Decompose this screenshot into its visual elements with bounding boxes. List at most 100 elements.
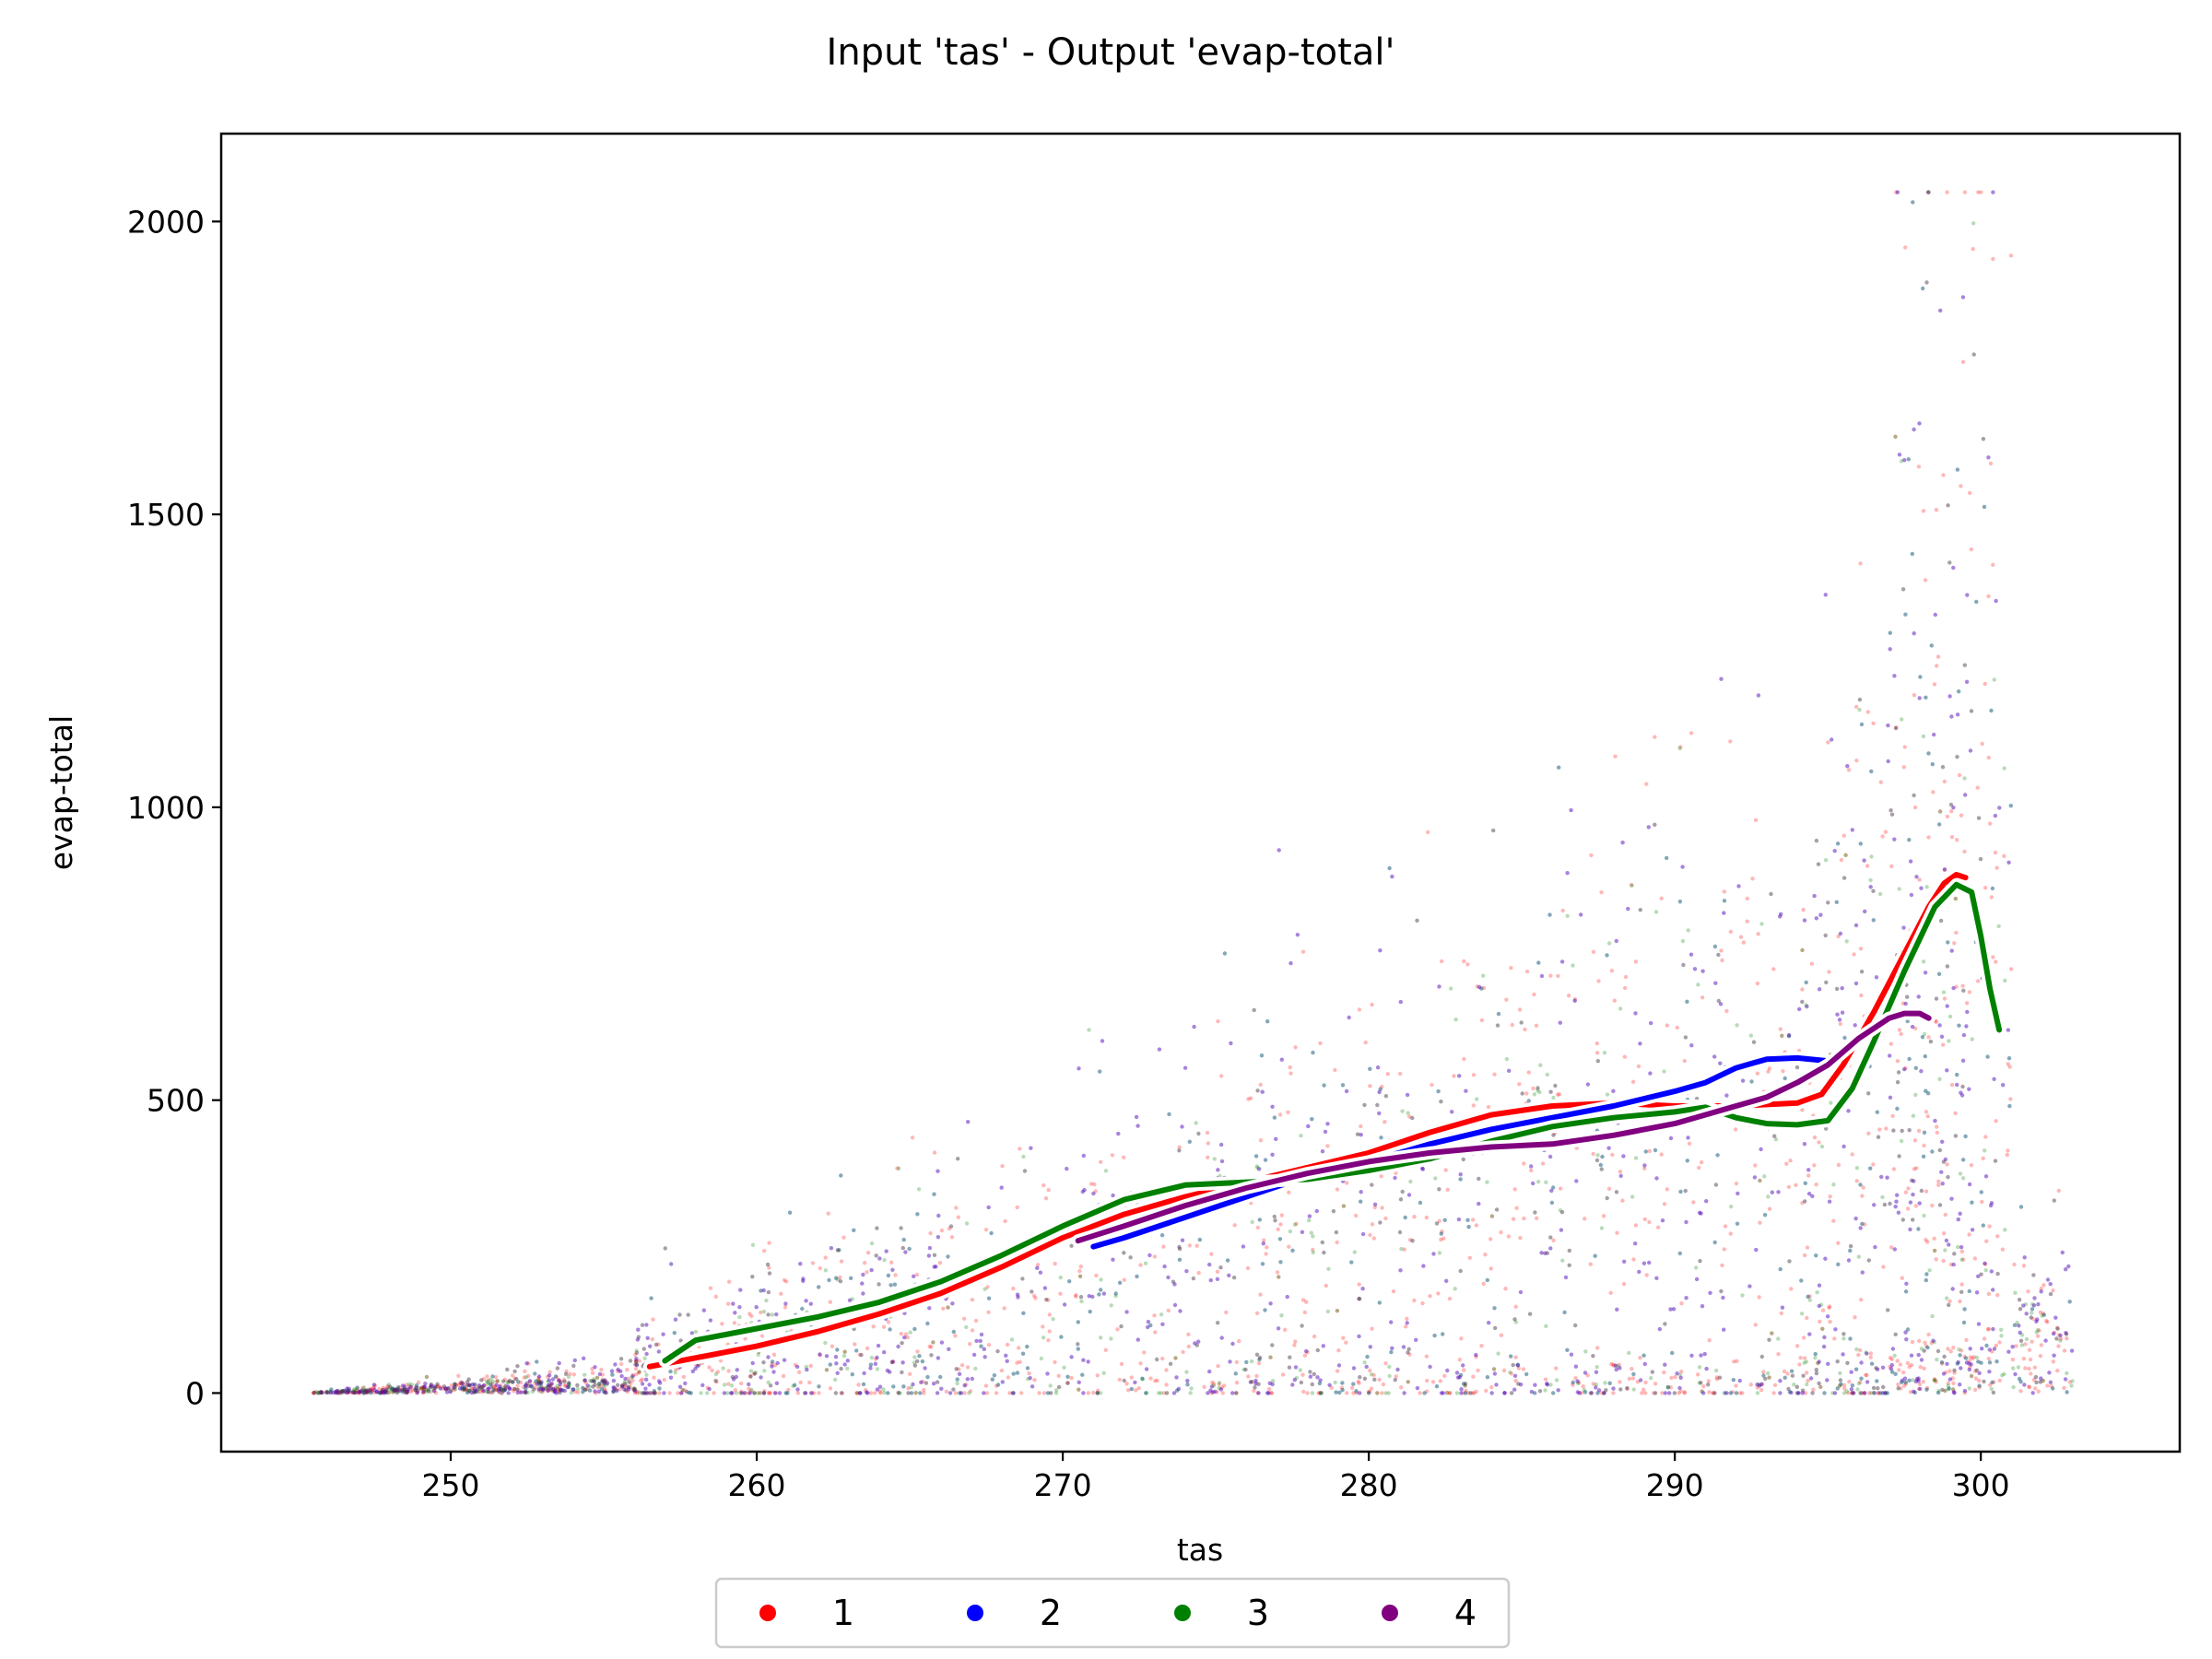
scatter-point	[1053, 1261, 1057, 1266]
scatter-point	[2027, 1384, 2031, 1390]
scatter-point	[1908, 1227, 1912, 1232]
scatter-point	[1971, 247, 1975, 252]
scatter-point	[779, 1291, 783, 1296]
scatter-point	[406, 1390, 410, 1394]
scatter-point	[2001, 1083, 2006, 1088]
scatter-point	[1882, 1202, 1888, 1207]
scatter-point	[563, 1383, 569, 1388]
scatter-point	[1457, 1375, 1463, 1380]
scatter-point	[1372, 1202, 1378, 1207]
scatter-point	[1859, 970, 1865, 974]
scatter-point	[1161, 1244, 1166, 1249]
scatter-point	[2039, 1376, 2043, 1381]
scatter-point	[1933, 1377, 1937, 1382]
scatter-point	[1893, 725, 1899, 731]
scatter-point	[1559, 1228, 1564, 1232]
scatter-point	[1914, 1377, 1920, 1382]
scatter-point	[1035, 1265, 1040, 1271]
scatter-point	[597, 1371, 603, 1377]
scatter-point	[1892, 1353, 1897, 1359]
scatter-point	[1450, 1110, 1454, 1114]
scatter-point	[1835, 1012, 1840, 1017]
scatter-point	[481, 1376, 486, 1382]
scatter-point	[938, 1374, 943, 1380]
scatter-point	[1273, 1218, 1277, 1223]
scatter-point	[1377, 1111, 1382, 1116]
scatter-point	[1848, 1248, 1853, 1253]
scatter-point	[1883, 1391, 1888, 1395]
scatter-point	[1783, 1076, 1787, 1081]
scatter-point	[1984, 1343, 1989, 1348]
scatter-point	[1167, 1112, 1171, 1117]
scatter-point	[1756, 693, 1761, 698]
scatter-point	[1472, 1391, 1477, 1395]
scatter-point	[1833, 1327, 1838, 1332]
scatter-point	[2060, 1250, 2065, 1255]
scatter-point	[1483, 1253, 1488, 1257]
scatter-point	[487, 1386, 491, 1391]
scatter-point	[1863, 1391, 1867, 1395]
scatter-point	[1945, 814, 1950, 819]
scatter-point	[2053, 1315, 2058, 1320]
scatter-point	[1953, 1111, 1958, 1116]
scatter-point	[864, 1388, 868, 1393]
scatter-point	[859, 1352, 864, 1358]
scatter-point	[1400, 1109, 1405, 1113]
scatter-point	[886, 1273, 891, 1278]
scatter-point	[1839, 857, 1844, 863]
scatter-point	[1663, 1322, 1667, 1326]
scatter-point	[1961, 1032, 1967, 1038]
scatter-point	[422, 1384, 428, 1390]
scatter-point	[453, 1382, 457, 1387]
scatter-point	[536, 1377, 541, 1382]
scatter-point	[868, 1391, 874, 1395]
scatter-point	[750, 1360, 755, 1366]
scatter-point	[1554, 1366, 1559, 1371]
scatter-point	[1140, 1376, 1145, 1382]
scatter-point	[986, 1310, 991, 1315]
scatter-point	[1609, 1361, 1614, 1367]
scatter-point	[502, 1387, 508, 1393]
scatter-point	[1234, 1381, 1240, 1385]
scatter-point	[2030, 1307, 2035, 1312]
scatter-point	[1091, 1191, 1096, 1196]
scatter-point	[366, 1387, 371, 1393]
scatter-point	[1623, 974, 1629, 980]
scatter-point	[1559, 1228, 1564, 1232]
scatter-point	[1390, 874, 1394, 879]
scatter-point	[1942, 779, 1947, 784]
scatter-point	[1749, 1079, 1754, 1084]
scatter-point	[1471, 1103, 1477, 1108]
scatter-point	[1196, 1339, 1201, 1344]
scatter-point	[1172, 1282, 1177, 1287]
scatter-point	[986, 1205, 991, 1210]
scatter-point	[1252, 1388, 1256, 1394]
scatter-point	[737, 1305, 742, 1310]
scatter-point	[523, 1391, 527, 1395]
scatter-point	[1091, 1390, 1096, 1395]
scatter-point	[1369, 1386, 1374, 1391]
scatter-point	[749, 1313, 754, 1319]
scatter-point	[1959, 1366, 1963, 1371]
scatter-point	[1377, 1111, 1382, 1116]
scatter-point	[1883, 1391, 1888, 1395]
scatter-point	[1889, 1362, 1894, 1368]
scatter-point	[1930, 1149, 1935, 1154]
scatter-point	[1731, 1378, 1736, 1382]
scatter-point	[761, 1309, 767, 1314]
scatter-point	[722, 1391, 727, 1395]
scatter-point	[884, 1249, 888, 1253]
scatter-point	[1539, 1251, 1544, 1255]
scatter-point	[1755, 1391, 1760, 1395]
scatter-point	[594, 1391, 598, 1395]
scatter-point	[1669, 1375, 1674, 1381]
scatter-point	[705, 1391, 710, 1395]
scatter-point	[1962, 1388, 1968, 1394]
scatter-point	[1837, 1018, 1842, 1022]
scatter-point	[548, 1386, 554, 1391]
scatter-point	[2058, 1336, 2064, 1341]
scatter-point	[1268, 1355, 1273, 1359]
scatter-point	[1300, 1298, 1306, 1302]
scatter-point	[1380, 1391, 1384, 1395]
scatter-point	[1859, 1376, 1864, 1381]
